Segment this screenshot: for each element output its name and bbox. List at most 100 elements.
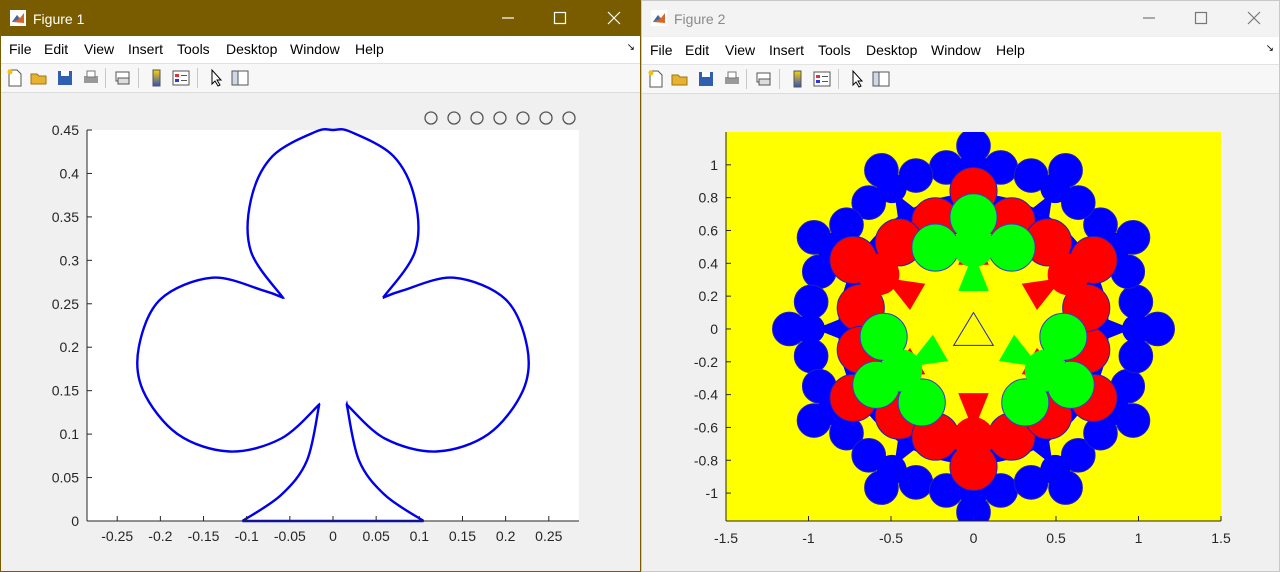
menu-edit[interactable]: Edit [685, 42, 710, 58]
new-figure-icon[interactable] [5, 68, 25, 88]
menu-help[interactable]: Help [996, 42, 1025, 58]
zoom-out-icon[interactable] [537, 109, 555, 127]
home-icon[interactable] [560, 109, 578, 127]
menu-file[interactable]: File [650, 42, 673, 58]
menu-edit[interactable]: Edit [44, 41, 69, 57]
club-stem [894, 192, 918, 222]
x-tick-label: 0.15 [449, 528, 476, 544]
minimize-icon[interactable] [1138, 7, 1160, 29]
new-figure-icon[interactable] [646, 69, 666, 89]
save-icon[interactable] [55, 68, 75, 88]
minimize-icon[interactable] [497, 7, 519, 29]
green-club [911, 193, 1036, 292]
print-icon[interactable] [722, 69, 742, 89]
close-icon[interactable] [603, 7, 625, 29]
club-lobe [1001, 378, 1050, 427]
club-lobe [911, 223, 960, 272]
x-tick-label: 0.5 [1046, 530, 1066, 546]
dock-arrow-icon[interactable]: ↘ [1265, 43, 1274, 54]
club-stem [907, 334, 949, 367]
club-stem [1021, 277, 1063, 311]
legend-icon[interactable] [171, 68, 191, 88]
club-lobe [1060, 437, 1096, 473]
menu-desktop[interactable]: Desktop [866, 42, 918, 58]
open-file-icon[interactable] [670, 69, 690, 89]
data-tips-icon[interactable] [445, 109, 463, 127]
y-tick-label: 0 [710, 321, 718, 337]
menu-tools[interactable]: Tools [818, 42, 851, 58]
club-center [876, 173, 907, 204]
zoom-in-icon[interactable] [514, 109, 532, 127]
x-tick-label: -0.1 [235, 528, 259, 544]
close-icon[interactable] [1243, 7, 1265, 29]
club-stem [958, 253, 989, 292]
club-lobe [793, 284, 829, 320]
x-tick-label: 0.25 [535, 528, 562, 544]
colorbar-icon[interactable] [788, 69, 808, 89]
club-center [857, 253, 900, 296]
dock-arrow-icon[interactable]: ↘ [626, 42, 635, 53]
blue-club [1104, 284, 1175, 374]
menu-window[interactable]: Window [931, 42, 981, 58]
menu-desktop[interactable]: Desktop [226, 41, 278, 57]
print-icon[interactable] [81, 68, 101, 88]
club-stem [1029, 436, 1053, 466]
club-center [1122, 314, 1152, 344]
menu-view[interactable]: View [84, 41, 115, 57]
colorbar-icon[interactable] [147, 68, 167, 88]
legend-icon[interactable] [468, 109, 486, 127]
blue-club [1013, 152, 1096, 222]
y-tick-label: 0.25 [52, 296, 79, 312]
open-file-icon[interactable] [29, 68, 49, 88]
menu-insert[interactable]: Insert [128, 41, 164, 57]
y-tick-label: 0.35 [52, 209, 79, 225]
x-tick-label: -1 [802, 530, 815, 546]
club-center [1040, 173, 1071, 204]
title-bar[interactable]: Figure 2 [642, 1, 1279, 36]
menu-help[interactable]: Help [355, 41, 384, 57]
club-lobe [851, 437, 887, 473]
property-inspector-icon[interactable] [871, 69, 891, 89]
x-tick-label: 0.1 [410, 528, 430, 544]
menu-window[interactable]: Window [290, 41, 340, 57]
x-tick-label: -0.5 [879, 530, 903, 546]
matlab-logo-icon [10, 10, 26, 26]
window-title: Figure 1 [33, 11, 85, 27]
maximize-icon[interactable] [549, 7, 571, 29]
y-tick-label: -0.2 [694, 354, 718, 370]
title-bar[interactable]: Figure 1 [1, 1, 640, 36]
red-club [829, 218, 926, 333]
blue-club [772, 284, 843, 374]
menu-insert[interactable]: Insert [769, 42, 805, 58]
select-arrow-icon[interactable] [206, 68, 226, 88]
club-curve [135, 128, 531, 523]
club-center [1024, 349, 1067, 392]
menu-bar: File Edit View Insert Tools Desktop Wind… [1, 36, 640, 64]
property-inspector-icon[interactable] [230, 68, 250, 88]
save-icon[interactable] [696, 69, 716, 89]
link-plot-icon[interactable] [754, 69, 774, 89]
green-layer [852, 193, 1095, 427]
select-arrow-icon[interactable] [847, 69, 867, 89]
maximize-icon[interactable] [1190, 7, 1212, 29]
figure-canvas: -0.25 -0.2 -0.15 -0.1 -0.05 0 0.05 0.1 0.15 0.2 0.… [1, 93, 640, 571]
club-center [952, 225, 995, 268]
link-plot-icon[interactable] [113, 68, 133, 88]
blue-club [1013, 436, 1096, 505]
x-tick-label: 1 [1135, 530, 1143, 546]
green-club [998, 312, 1095, 427]
plot-area: -1.5 -1 -0.5 0 0.5 1 1.5 -1 -0.8 -0.6 -0.4 -0.2 0 0.2… [694, 132, 1231, 546]
legend-icon[interactable] [812, 69, 832, 89]
menu-view[interactable]: View [725, 42, 756, 58]
menu-tools[interactable]: Tools [177, 41, 210, 57]
center-triangle [952, 311, 995, 346]
matlab-logo-icon [651, 10, 667, 26]
brush-icon[interactable] [422, 109, 440, 127]
menu-file[interactable]: File [9, 41, 32, 57]
y-tick-label: 0.45 [52, 122, 79, 138]
pan-icon[interactable] [491, 109, 509, 127]
figure-1-window: Figure 1 File Edit View Insert Tools Des… [0, 0, 641, 572]
club-lobe [897, 378, 946, 427]
axes-background [87, 130, 579, 521]
x-tick-label: 0.2 [496, 528, 516, 544]
